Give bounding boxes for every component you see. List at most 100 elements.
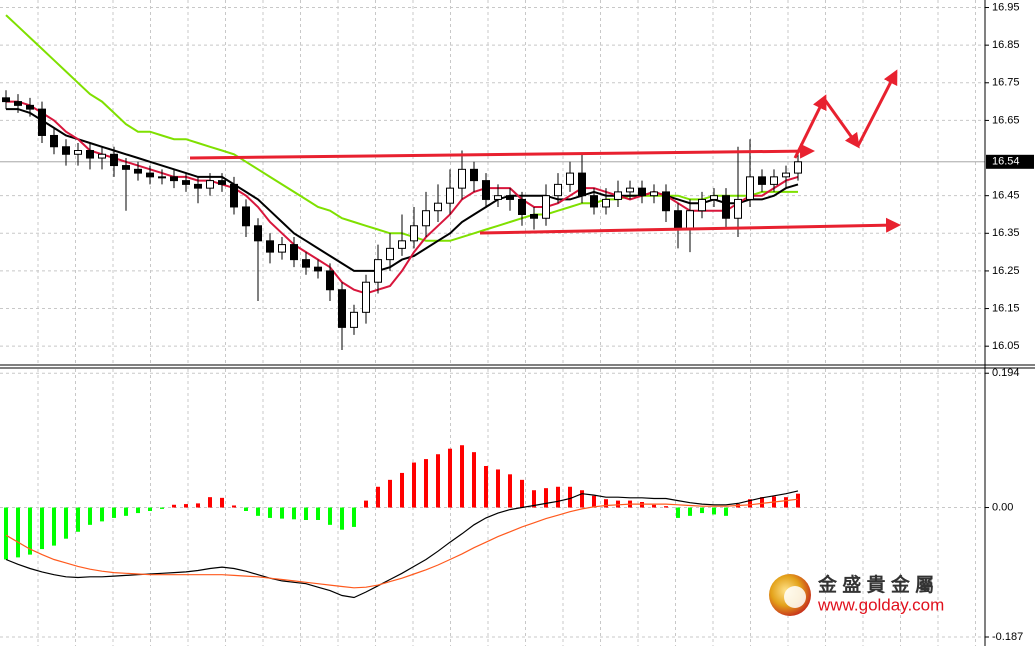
last-price-label: 16.54 — [992, 156, 1020, 168]
candle-body — [710, 195, 718, 200]
candle-body — [14, 101, 22, 106]
y-tick-label: 0.00 — [992, 501, 1013, 513]
candle-body — [266, 240, 274, 253]
histogram-bar — [556, 486, 560, 508]
histogram-bar — [568, 486, 572, 508]
candle-body — [278, 244, 286, 253]
histogram-bar — [64, 507, 68, 539]
candle-body — [614, 191, 622, 200]
histogram-bar — [112, 507, 116, 518]
candle-body — [458, 168, 466, 189]
histogram-bar — [796, 493, 800, 508]
histogram-bar — [676, 507, 680, 518]
candle-body — [338, 289, 346, 328]
histogram-bar — [76, 507, 80, 532]
histogram-bar — [532, 490, 536, 508]
histogram-bar — [520, 479, 524, 508]
candle-body — [146, 172, 154, 178]
candle-body — [194, 183, 202, 189]
histogram-bar — [664, 506, 668, 508]
candle-body — [590, 195, 598, 208]
candle-body — [206, 180, 214, 189]
histogram-bar — [784, 497, 788, 508]
candle-body — [302, 259, 310, 268]
candle-body — [602, 198, 610, 208]
y-tick-label: 0.194 — [992, 367, 1020, 379]
candle-body — [26, 104, 34, 110]
histogram-bar — [484, 466, 488, 508]
watermark: 金 盛 貴 金 屬 www.golday.com — [769, 573, 944, 616]
candle-body — [410, 225, 418, 242]
last-price-box — [986, 154, 1034, 169]
y-tick-label: -0.187 — [992, 631, 1023, 643]
candle-body — [134, 168, 142, 174]
histogram-bar — [328, 507, 332, 525]
histogram-bar — [688, 507, 692, 516]
histogram-bar — [28, 507, 32, 555]
histogram-bar — [436, 454, 440, 508]
candle-body — [62, 146, 70, 155]
candle-body — [662, 191, 670, 212]
candle-body — [254, 225, 262, 242]
y-tick-label: 16.35 — [992, 227, 1020, 239]
candle-body — [434, 202, 442, 212]
candle-body — [314, 266, 322, 272]
histogram-bar — [400, 472, 404, 508]
histogram-bar — [244, 507, 248, 511]
histogram-bar — [160, 507, 164, 509]
candle-body — [230, 183, 238, 208]
histogram-bar — [724, 507, 728, 516]
histogram-bar — [652, 504, 656, 508]
histogram-bar — [616, 500, 620, 508]
candle-body — [578, 172, 586, 197]
histogram-bar — [580, 490, 584, 508]
histogram-bar — [88, 507, 92, 525]
candle-body — [74, 150, 82, 155]
histogram-bar — [700, 507, 704, 514]
histogram-bar — [388, 479, 392, 508]
histogram-bar — [496, 469, 500, 508]
candle-body — [182, 180, 190, 185]
histogram-bar — [16, 507, 20, 558]
histogram-bar — [640, 502, 644, 508]
annotations — [189, 69, 901, 235]
histogram-bar — [124, 507, 128, 516]
candle-body — [242, 206, 250, 227]
candle-body — [506, 195, 514, 200]
histogram-bar — [508, 474, 512, 508]
zigzag-arrow — [793, 94, 827, 159]
y-tick-label: 16.25 — [992, 265, 1020, 277]
candle-body — [530, 213, 538, 219]
logo — [784, 586, 806, 608]
grid-layer — [0, 0, 985, 646]
candle-body — [686, 210, 694, 231]
histogram-bar — [472, 452, 476, 508]
candle-body — [218, 180, 226, 185]
histogram-bar — [52, 507, 56, 546]
y-tick-label: 16.75 — [992, 77, 1020, 89]
candle-body — [494, 195, 502, 200]
histogram-bar — [268, 507, 272, 518]
candle-body — [734, 198, 742, 219]
candle-body — [722, 195, 730, 219]
candle-body — [326, 270, 334, 291]
histogram-bar — [4, 507, 8, 560]
candle-body — [86, 150, 94, 159]
indicator-line — [5, 498, 799, 589]
candle-body — [542, 195, 550, 219]
histogram-bar — [40, 507, 44, 550]
y-tick-label: 16.15 — [992, 302, 1020, 314]
histogram-bar — [340, 507, 344, 530]
resistance-arrow — [189, 143, 815, 160]
candle-body — [350, 311, 358, 328]
histogram-bar — [460, 445, 464, 508]
brand-name: 金 盛 貴 金 屬 — [817, 573, 934, 596]
candle-body — [554, 183, 562, 197]
histogram-bar — [424, 459, 428, 508]
brand-url: www.golday.com — [817, 595, 944, 614]
histogram-bar — [412, 462, 416, 508]
candle-body — [422, 210, 430, 227]
candle-body — [290, 244, 298, 261]
histogram-bar — [448, 448, 452, 508]
